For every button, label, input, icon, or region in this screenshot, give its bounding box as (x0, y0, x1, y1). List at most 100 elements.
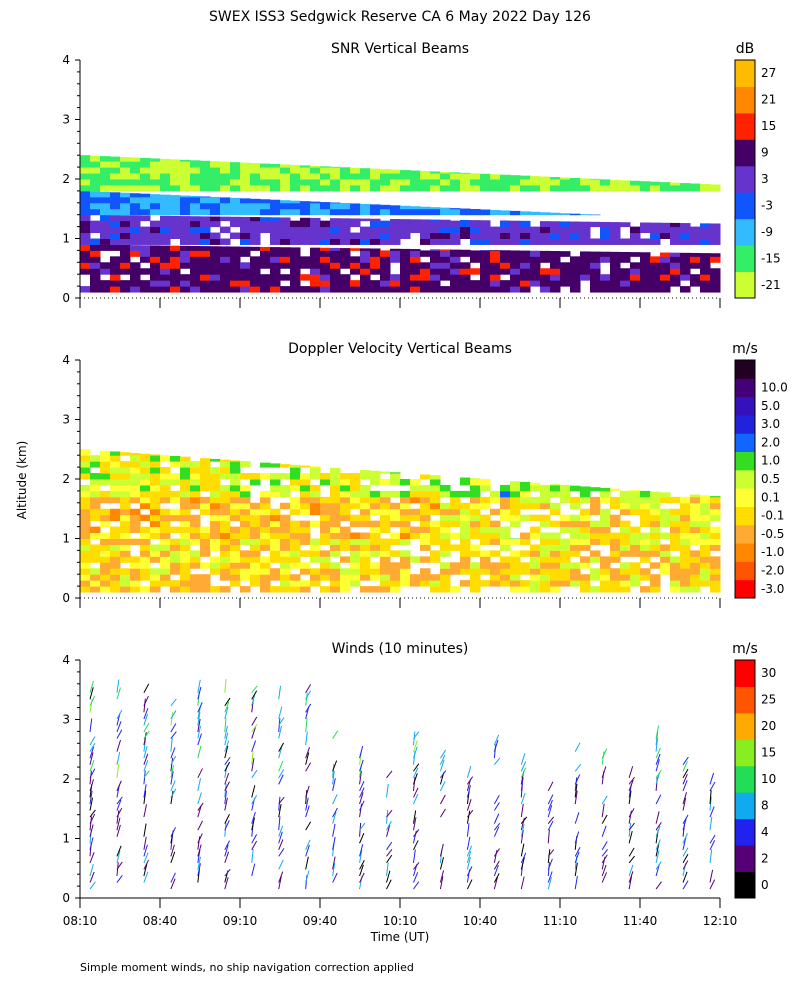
snr-cell (330, 220, 341, 228)
snr-cell (580, 238, 591, 245)
doppler-cell (550, 586, 561, 593)
colorbar-label: -15 (761, 251, 781, 265)
doppler-cell (690, 496, 701, 504)
snr-cell (240, 162, 251, 168)
doppler-cell (520, 496, 531, 504)
wind-barb (655, 811, 660, 824)
doppler-cell (510, 550, 521, 557)
doppler-cell (250, 502, 261, 510)
wind-barb (89, 695, 96, 707)
snr-cell (230, 286, 241, 293)
snr-cell (520, 268, 531, 275)
wind-barb (89, 687, 94, 700)
wind-barb (439, 870, 445, 883)
snr-cell (190, 196, 201, 198)
doppler-cell (560, 568, 571, 575)
wind-barb (116, 850, 121, 864)
doppler-cell (190, 580, 201, 587)
snr-cell (280, 256, 291, 263)
snr-cell (410, 184, 421, 192)
snr-cell (590, 184, 601, 192)
snr-cell (130, 173, 141, 180)
snr-cell (180, 161, 191, 168)
doppler-cell (190, 479, 201, 486)
snr-cell (390, 274, 401, 281)
snr-cell (540, 238, 551, 245)
doppler-cell (260, 490, 271, 498)
snr-cell (630, 232, 641, 239)
doppler-cell (620, 508, 631, 516)
doppler-cell (290, 544, 301, 551)
snr-cell (190, 226, 201, 234)
doppler-cell (590, 508, 601, 516)
doppler-cell (220, 538, 231, 545)
snr-cell (230, 268, 241, 275)
snr-cell (430, 262, 441, 269)
doppler-cell (440, 532, 451, 539)
wind-barb (305, 703, 312, 713)
doppler-cell (630, 574, 641, 581)
snr-cell (410, 256, 421, 263)
doppler-cell (220, 568, 231, 575)
snr-cell (580, 178, 591, 180)
doppler-cell (280, 473, 291, 480)
doppler-cell (210, 508, 221, 516)
doppler-cell (500, 526, 511, 534)
doppler-cell (490, 562, 501, 569)
snr-cell (670, 226, 681, 234)
doppler-cell (410, 532, 421, 539)
wind-barb (224, 740, 230, 752)
doppler-cell (390, 514, 401, 522)
snr-cell (250, 274, 261, 281)
doppler-cell (440, 508, 451, 516)
wind-barb (709, 816, 713, 831)
doppler-cell (110, 467, 121, 474)
snr-cell (260, 179, 271, 186)
wind-barb (386, 783, 389, 798)
doppler-cell (250, 473, 261, 480)
wind-barb (466, 836, 471, 850)
snr-cell (290, 232, 301, 239)
colorbar-label: 8 (761, 798, 769, 812)
snr-cell (500, 220, 511, 222)
doppler-cell (320, 574, 331, 581)
snr-cell (620, 251, 631, 257)
wind-barb (601, 766, 607, 778)
snr-cell (430, 268, 441, 275)
doppler-cell (490, 550, 501, 557)
doppler-cell (130, 496, 141, 504)
snr-cell (210, 202, 221, 210)
doppler-cell (440, 502, 451, 510)
doppler-cell (390, 568, 401, 575)
doppler-cell (240, 586, 251, 593)
wind-barb (116, 679, 120, 693)
snr-cell (110, 215, 121, 222)
wind-barb (116, 764, 120, 778)
snr-cell (440, 208, 451, 216)
snr-cell (590, 268, 601, 275)
snr-cell (480, 179, 491, 186)
doppler-cell (440, 574, 451, 581)
doppler-cell (460, 502, 471, 510)
doppler-cell (200, 458, 211, 462)
snr-cell (310, 202, 321, 210)
snr-cell (410, 220, 421, 228)
colorbar-segment (735, 524, 755, 544)
wind-barb (332, 862, 336, 877)
snr-cell (180, 179, 191, 186)
snr-cell (330, 226, 341, 234)
snr-cell (240, 173, 251, 180)
wind-barb (466, 845, 473, 857)
doppler-cell (330, 586, 341, 593)
doppler-cell (220, 502, 231, 510)
doppler-cell (230, 544, 241, 551)
wind-barb (601, 748, 608, 759)
doppler-cell (560, 544, 571, 551)
snr-cell (450, 208, 461, 210)
snr-cell (500, 226, 511, 234)
snr-cell (650, 232, 661, 239)
wind-barb (520, 857, 525, 870)
doppler-cell (200, 502, 211, 510)
snr-cell (360, 286, 371, 293)
wind-barb (628, 776, 635, 785)
